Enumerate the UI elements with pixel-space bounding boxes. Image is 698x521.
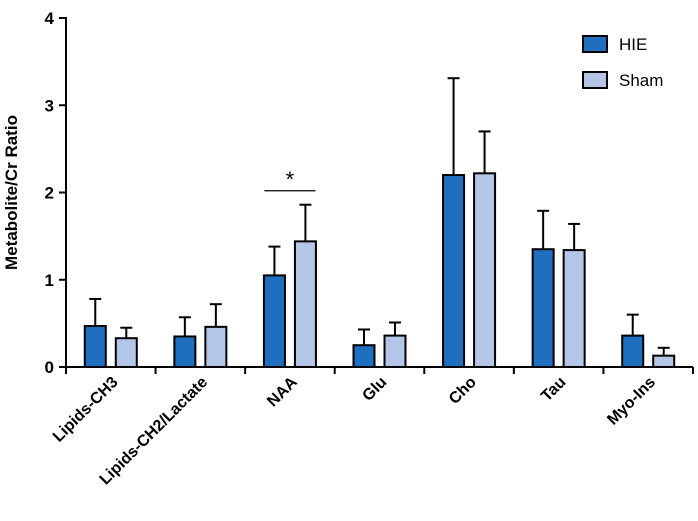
legend: HIE Sham — [582, 35, 663, 90]
x-category-label-naa: NAA — [264, 373, 301, 410]
bar-hie-tau — [531, 248, 555, 368]
bar-sham-glu — [383, 334, 407, 368]
x-category-label-glu: Glu — [359, 374, 390, 405]
y-tick-label-2: 2 — [45, 184, 54, 203]
x-category-label-myo-ins: Myo-Ins — [604, 374, 659, 429]
bar-sham-lipids-ch2-lactate — [204, 325, 228, 368]
axes-layer — [59, 17, 694, 374]
legend-swatch-sham — [582, 71, 608, 89]
bar-sham-lipids-ch3 — [114, 337, 138, 368]
legend-swatch-hie — [582, 35, 608, 53]
bar-hie-cho — [442, 174, 466, 368]
bar-hie-lipids-ch2-lactate — [173, 335, 197, 368]
x-category-label-tau: Tau — [538, 374, 569, 405]
y-tick-label-4: 4 — [45, 9, 55, 28]
y-tick-label-3: 3 — [45, 96, 54, 115]
x-category-label-lipids-ch3: Lipids-CH3 — [50, 374, 122, 446]
bar-hie-lipids-ch3 — [83, 324, 107, 368]
bar-sham-myo-ins — [652, 354, 676, 369]
bar-hie-naa — [262, 274, 286, 369]
legend-label-hie: HIE — [619, 35, 647, 54]
bar-hie-glu — [352, 344, 376, 368]
bar-hie-myo-ins — [621, 334, 645, 368]
bar-sham-cho — [473, 172, 497, 368]
bar-sham-naa — [293, 240, 317, 368]
legend-label-sham: Sham — [619, 71, 663, 90]
y-axis-title: Metabolite/Cr Ratio — [2, 115, 21, 270]
significance-asterisk: * — [286, 167, 295, 192]
y-tick-label-0: 0 — [45, 358, 54, 377]
y-tick-label-1: 1 — [45, 271, 54, 290]
bar-sham-tau — [562, 249, 586, 369]
bars-layer — [83, 77, 676, 369]
x-category-label-cho: Cho — [446, 374, 480, 408]
